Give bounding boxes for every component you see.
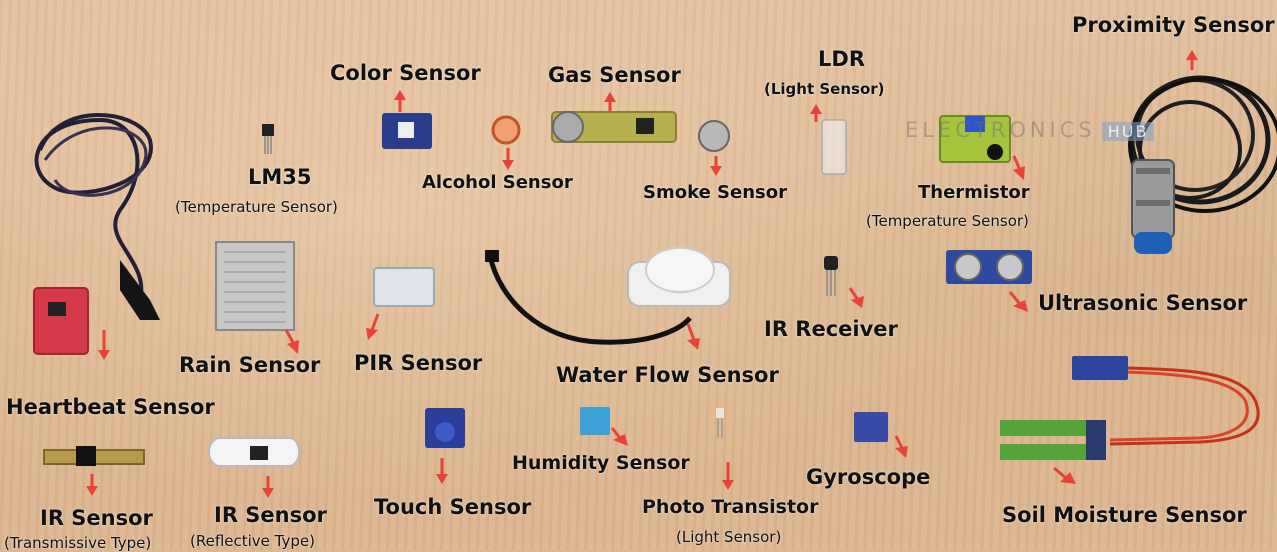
lm35-image [262,124,274,154]
label-alcohol-sensor: Alcohol Sensor [422,172,573,193]
arrow-pir [366,313,380,340]
arrow-soil-moisture [1053,466,1076,484]
label-pir-sensor: PIR Sensor [354,351,483,375]
label-ldr-sub: (Light Sensor) [764,80,885,98]
alcohol-sensor-image [491,115,521,145]
label-ir-sensor-reflective: IR Sensor [214,503,327,527]
arrow-photo-transistor [722,462,734,490]
label-thermistor: Thermistor [918,182,1030,203]
touch-sensor-image [425,408,465,448]
label-gyroscope: Gyroscope [806,465,931,489]
arrow-humidity [610,427,628,446]
thermistor-image [939,115,1011,163]
label-water-flow-sensor: Water Flow Sensor [556,363,779,387]
gas-sensor-image [551,111,677,143]
label-lm35: LM35 [248,165,312,189]
soil-moisture-sensor-image [1000,356,1260,460]
ir-reflective-image [208,437,300,467]
arrow-water-flow [686,323,700,350]
label-heartbeat-sensor: Heartbeat Sensor [6,395,215,419]
label-ldr: LDR [818,47,865,71]
label-ir-receiver: IR Receiver [764,317,898,341]
arrow-alcohol [502,148,514,170]
arrow-thermistor [1012,155,1025,180]
pointer-arrows [86,50,1198,498]
label-ir-sensor-transmissive: IR Sensor [40,506,153,530]
ir-transmissive-image [43,446,145,466]
arrow-ldr [810,104,822,122]
arrow-ir-reflective [262,476,274,498]
arrow-heartbeat [98,330,110,360]
heartbeat-sensor-image [33,113,160,355]
arrow-smoke [710,156,722,176]
arrow-color [394,90,406,112]
arrow-touch [436,458,448,484]
photo-transistor-image [716,408,724,438]
arrow-ir-receiver [848,287,864,308]
label-lm35-sub: (Temperature Sensor) [175,198,338,216]
pir-sensor-image [373,267,435,307]
gyroscope-image [854,412,888,442]
label-humidity-sensor: Humidity Sensor [512,452,690,474]
water-flow-sensor-image [485,247,731,345]
label-color-sensor: Color Sensor [330,61,481,85]
proximity-sensor-image [1128,75,1277,254]
label-ultrasonic-sensor: Ultrasonic Sensor [1038,291,1248,315]
arrow-ir-transmissive [86,474,98,496]
label-gas-sensor: Gas Sensor [548,63,681,87]
arrow-gyroscope [894,435,908,458]
smoke-sensor-image [698,120,730,152]
label-touch-sensor: Touch Sensor [374,495,532,519]
watermark-tag: HUB [1101,122,1155,141]
label-rain-sensor: Rain Sensor [179,353,321,377]
label-ir-sensor-transmissive-sub: (Transmissive Type) [4,534,152,552]
watermark-text: ELECTRONICS [905,118,1096,142]
arrow-ultrasonic [1008,291,1028,312]
label-proximity-sensor: Proximity Sensor [1072,13,1275,37]
label-thermistor-sub: (Temperature Sensor) [866,212,1029,230]
ultrasonic-sensor-image [946,250,1032,284]
label-smoke-sensor: Smoke Sensor [643,182,787,203]
label-ir-sensor-reflective-sub: (Reflective Type) [190,532,315,550]
rain-sensor-image [215,241,295,331]
label-soil-moisture-sensor: Soil Moisture Sensor [1002,503,1247,527]
humidity-sensor-image [580,407,610,435]
ldr-image [821,119,847,175]
label-photo-transistor: Photo Transistor [642,496,819,518]
color-sensor-image [382,113,432,149]
label-photo-transistor-sub: (Light Sensor) [676,528,782,546]
arrow-proximity [1186,50,1198,70]
arrow-rain [284,329,299,354]
arrow-gas [604,92,616,112]
ir-receiver-image [824,256,838,296]
watermark: ELECTRONICS HUB [905,118,1155,142]
